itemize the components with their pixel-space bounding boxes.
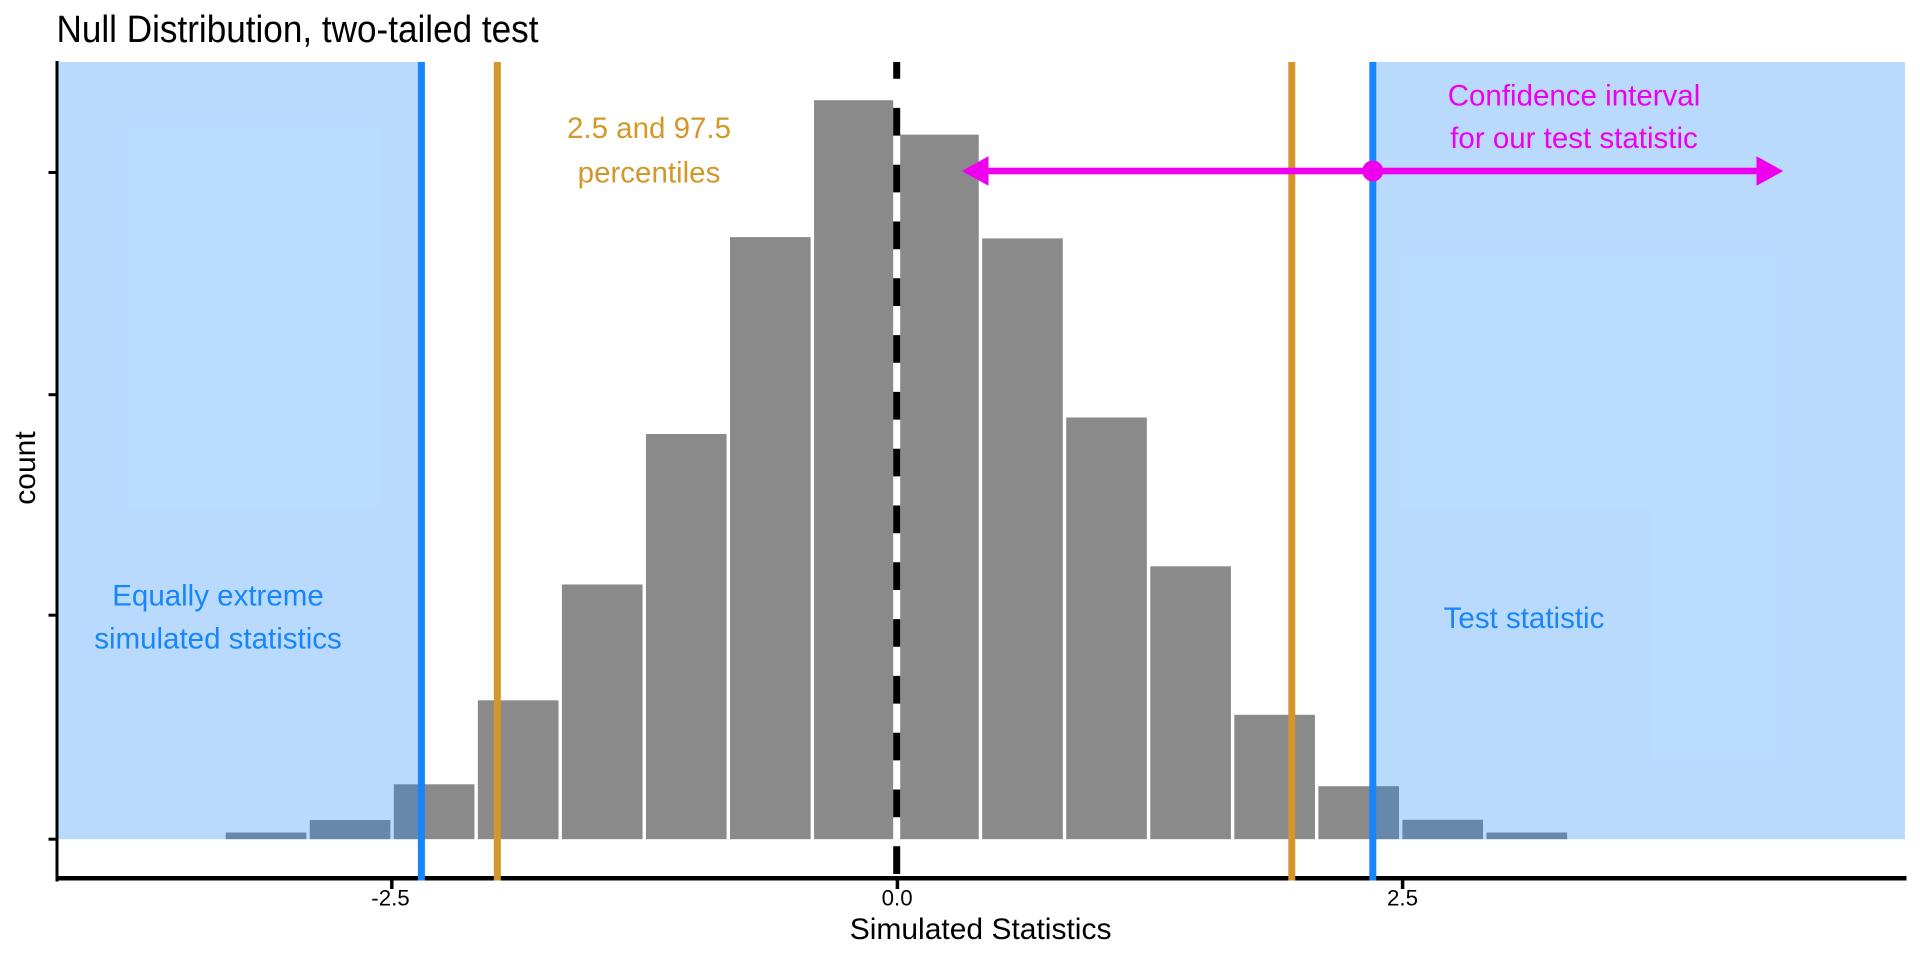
svg-text:Confidence interval: Confidence interval [1448,80,1701,113]
svg-text:simulated statistics: simulated statistics [94,622,342,655]
svg-text:count: count [9,431,42,505]
svg-text:percentiles: percentiles [578,157,721,190]
svg-text:0.0: 0.0 [882,885,913,910]
svg-text:Test statistic: Test statistic [1444,602,1605,635]
svg-text:2.5: 2.5 [1387,885,1418,910]
svg-text:Equally extreme: Equally extreme [112,579,324,612]
svg-text:for our test statistic: for our test statistic [1450,122,1698,155]
svg-text:-2.5: -2.5 [371,885,409,910]
svg-text:Simulated Statistics: Simulated Statistics [850,913,1112,946]
svg-text:Null Distribution, two-tailed: Null Distribution, two-tailed test [57,9,539,51]
svg-text:2.5 and 97.5: 2.5 and 97.5 [567,112,731,145]
